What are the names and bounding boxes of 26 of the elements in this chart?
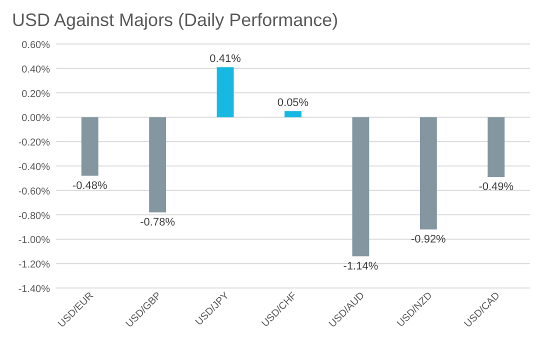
chart-title: USD Against Majors (Daily Performance) xyxy=(12,10,338,30)
data-label: -0.48% xyxy=(72,180,108,192)
bar xyxy=(352,117,370,256)
y-tick-label: -0.80% xyxy=(18,210,50,222)
bar xyxy=(149,117,166,212)
y-tick-label: 0.20% xyxy=(22,88,50,100)
y-tick-label: 0.00% xyxy=(22,113,50,124)
y-tick-label: 0.60% xyxy=(22,40,50,51)
bar xyxy=(488,117,505,177)
y-tick-label: -0.60% xyxy=(18,186,50,198)
data-label: -0.78% xyxy=(140,216,176,228)
y-tick-label: -1.00% xyxy=(18,235,50,246)
y-tick-label: -1.20% xyxy=(18,260,50,271)
data-label: 0.05% xyxy=(277,97,309,110)
bar xyxy=(81,117,98,176)
y-tick-label: -0.40% xyxy=(18,162,50,173)
y-tick-label: 0.40% xyxy=(22,64,50,76)
y-tick-label: -1.40% xyxy=(18,284,50,295)
data-label: -1.14% xyxy=(343,260,378,272)
bar xyxy=(420,117,437,230)
bar xyxy=(216,67,234,118)
data-label: 0.41% xyxy=(210,53,242,66)
y-tick-label: -0.20% xyxy=(18,138,50,149)
data-label: -0.92% xyxy=(411,233,446,246)
data-label: -0.49% xyxy=(478,180,514,193)
bar xyxy=(284,111,302,118)
